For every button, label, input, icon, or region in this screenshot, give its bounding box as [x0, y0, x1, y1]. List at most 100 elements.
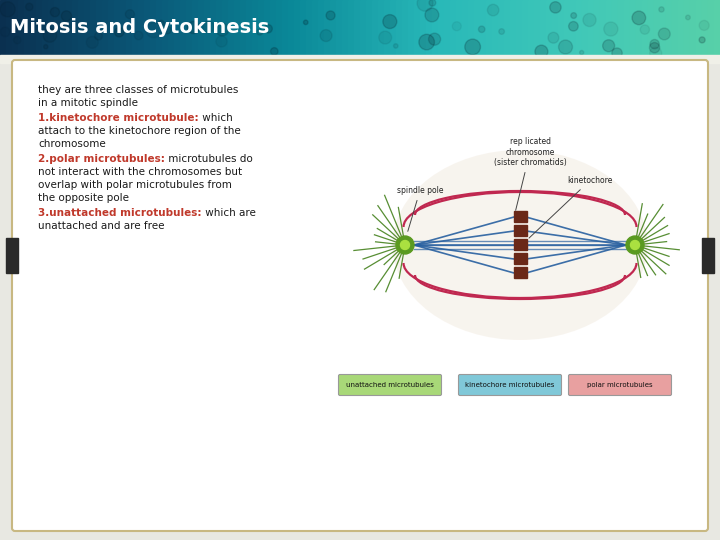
Circle shape [14, 36, 21, 44]
Circle shape [559, 40, 572, 54]
Circle shape [0, 2, 15, 17]
Circle shape [604, 22, 618, 36]
Bar [186, 0, 193, 55]
Bar [168, 0, 175, 55]
Bar [0, 0, 7, 55]
Circle shape [487, 4, 499, 16]
Bar [450, 0, 457, 55]
Bar [36, 0, 43, 55]
Bar [294, 0, 301, 55]
Text: unattached and are free: unattached and are free [38, 221, 164, 231]
Bar [606, 0, 613, 55]
Bar [474, 0, 481, 55]
Bar [72, 0, 79, 55]
Bar [306, 0, 313, 55]
Circle shape [650, 39, 660, 49]
Circle shape [452, 22, 462, 31]
Bar [612, 0, 619, 55]
Bar [510, 0, 517, 55]
Bar [540, 0, 547, 55]
Bar [264, 0, 271, 55]
Bar [396, 0, 403, 55]
Bar [90, 0, 97, 55]
Bar [514, 225, 527, 236]
Circle shape [326, 11, 335, 20]
Text: spindle pole: spindle pole [397, 186, 444, 231]
Circle shape [685, 15, 690, 20]
Circle shape [164, 26, 171, 34]
Bar [120, 0, 127, 55]
Text: 2.polar microtubules:: 2.polar microtubules: [38, 154, 165, 164]
Circle shape [419, 34, 434, 50]
Bar [702, 238, 714, 273]
Ellipse shape [392, 150, 647, 340]
Circle shape [320, 30, 332, 42]
Circle shape [146, 23, 161, 38]
Bar [600, 0, 607, 55]
Circle shape [626, 236, 644, 254]
Circle shape [499, 29, 505, 35]
Circle shape [425, 8, 438, 22]
Bar [354, 0, 361, 55]
Bar [456, 0, 463, 55]
Bar [402, 0, 409, 55]
Bar [78, 0, 85, 55]
Bar [408, 0, 415, 55]
Bar [126, 0, 133, 55]
Bar [486, 0, 493, 55]
Circle shape [631, 240, 639, 249]
Bar [678, 0, 685, 55]
Text: 1.kinetochore microtubule:: 1.kinetochore microtubule: [38, 113, 199, 123]
Circle shape [632, 11, 646, 25]
Bar [30, 0, 37, 55]
Bar [648, 0, 655, 55]
Circle shape [44, 45, 48, 49]
Bar [174, 0, 181, 55]
Bar [288, 0, 295, 55]
Bar [654, 0, 661, 55]
Circle shape [535, 45, 548, 58]
Bar [666, 0, 673, 55]
Circle shape [396, 236, 414, 254]
Bar [372, 0, 379, 55]
Circle shape [428, 33, 441, 45]
Bar [318, 0, 325, 55]
Bar [6, 238, 18, 273]
Circle shape [135, 31, 143, 40]
Circle shape [417, 0, 433, 11]
FancyBboxPatch shape [459, 375, 562, 395]
Text: which are: which are [202, 208, 256, 218]
Circle shape [264, 24, 272, 33]
Bar [300, 0, 307, 55]
Bar [192, 0, 199, 55]
Circle shape [125, 10, 135, 19]
Bar [66, 0, 73, 55]
Text: Mitosis and Cytokinesis: Mitosis and Cytokinesis [10, 18, 269, 37]
Bar [660, 0, 667, 55]
Bar [138, 0, 145, 55]
Bar [630, 0, 637, 55]
Circle shape [583, 14, 596, 26]
Bar [60, 0, 67, 55]
Circle shape [394, 44, 398, 48]
Circle shape [158, 21, 164, 26]
Circle shape [603, 40, 615, 52]
Bar [54, 0, 61, 55]
Circle shape [465, 39, 480, 55]
Bar [516, 0, 523, 55]
Bar [528, 0, 535, 55]
Circle shape [379, 31, 392, 44]
Circle shape [1, 27, 10, 37]
Bar [594, 0, 601, 55]
Circle shape [658, 28, 670, 40]
Circle shape [271, 48, 278, 55]
Bar [576, 0, 583, 55]
Bar [378, 0, 385, 55]
Bar [492, 0, 499, 55]
Bar [270, 0, 277, 55]
Bar [672, 0, 679, 55]
Bar [690, 0, 697, 55]
Bar [522, 0, 529, 55]
Circle shape [26, 3, 33, 10]
Circle shape [114, 28, 124, 37]
